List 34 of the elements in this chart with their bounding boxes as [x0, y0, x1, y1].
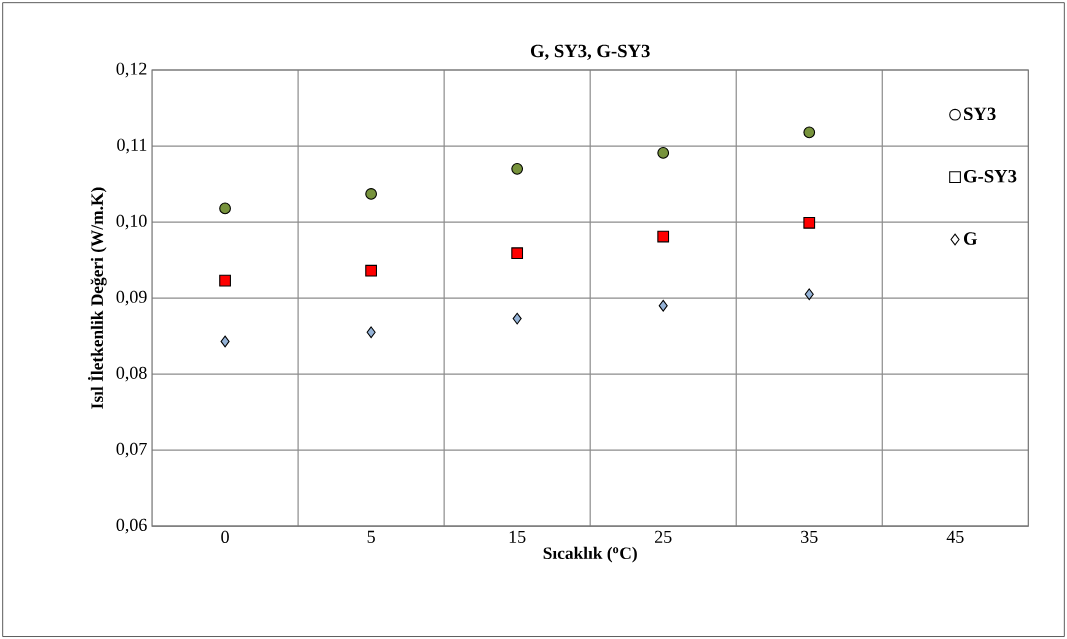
y-tick-label: 0,08 — [116, 366, 147, 382]
x-tick-label: 5 — [367, 530, 375, 543]
point — [219, 202, 231, 215]
point — [220, 335, 230, 348]
point — [219, 274, 231, 287]
x-tick-label: 45 — [946, 530, 964, 543]
y-tick-label: 0,07 — [116, 442, 147, 458]
point — [512, 312, 522, 325]
point — [657, 146, 670, 159]
point — [657, 230, 670, 243]
point — [365, 187, 377, 200]
point — [511, 247, 524, 260]
point — [804, 288, 814, 301]
y-tick-label: 0,11 — [117, 138, 147, 154]
legend-label: G — [963, 232, 978, 245]
legend-label: SY3 — [964, 107, 996, 121]
chart-title: G, SY3, G-SY3 — [530, 44, 650, 60]
y-tick-label: 0,06 — [116, 518, 147, 534]
point — [803, 216, 816, 229]
x-tick-label: 0 — [221, 530, 229, 543]
text: Sıcaklık ($^{o}$C) — [543, 546, 637, 563]
y-tick-label: 0,12 — [116, 62, 147, 78]
y-tick-label: 0,10 — [116, 214, 147, 230]
y-axis-title: Isıl İletkenlik Değeri (W/m.K) — [88, 187, 107, 409]
point — [366, 326, 376, 339]
x-tick-label: 15 — [509, 530, 526, 543]
point — [658, 299, 668, 312]
point — [803, 126, 816, 139]
x-tick-label: 25 — [655, 530, 672, 543]
x-tick-label: 35 — [801, 530, 818, 543]
y-tick-label: 0,09 — [116, 290, 147, 306]
legend-label: G-SY3 — [963, 169, 1017, 183]
point — [365, 264, 377, 277]
point — [511, 162, 524, 175]
